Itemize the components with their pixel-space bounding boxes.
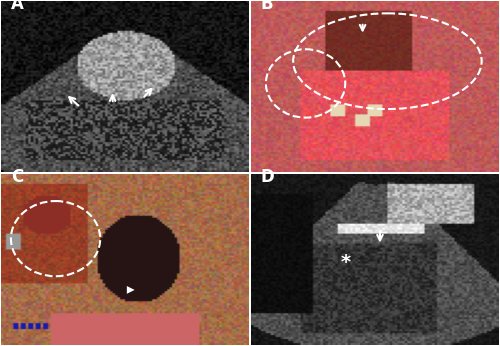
Text: *: * bbox=[340, 253, 350, 272]
Text: C: C bbox=[11, 168, 23, 186]
Text: D: D bbox=[261, 168, 274, 186]
Text: B: B bbox=[261, 0, 274, 13]
Text: A: A bbox=[11, 0, 24, 13]
